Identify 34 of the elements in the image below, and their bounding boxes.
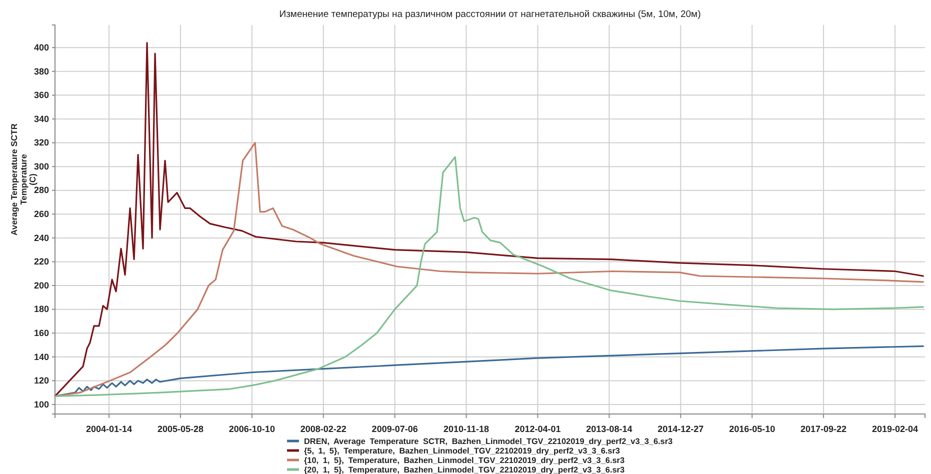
y-tick-label: 280 — [34, 185, 49, 196]
x-tick-label: 2005-05-28 — [157, 424, 204, 434]
x-tick-label: 2006-10-10 — [228, 424, 275, 434]
y-tick-label: 100 — [34, 399, 49, 410]
x-tick-label: 2016-05-10 — [729, 424, 776, 434]
x-tick-label: 2010-11-18 — [444, 424, 490, 434]
y-tick-label: 220 — [34, 256, 49, 267]
y-tick-label: 340 — [34, 114, 49, 124]
y-tick-label: 240 — [34, 232, 49, 243]
y-tick-label: 180 — [34, 304, 49, 314]
x-tick-label: 2013-08-14 — [586, 424, 632, 434]
y-tick-label: 300 — [34, 161, 49, 172]
x-tick-label: 2008-02-22 — [300, 424, 346, 434]
chart-title: Изменение температуры на различном расстоянии от нагнетательной скважины (5м, 10м, 20м) — [279, 9, 701, 20]
legend-label: {10, 1, 5}, Temperature, Bazhen_Linmodel_TGV_22102019_dry_perf2_v3_3_6.sr3 — [304, 456, 625, 465]
x-tick-label: 2009-07-06 — [372, 424, 418, 434]
y-tick-label: 320 — [34, 138, 49, 148]
y-tick-label: 160 — [34, 328, 49, 338]
y-tick-label: 360 — [34, 90, 49, 100]
line-series — [54, 42, 924, 397]
legend-label: {20, 1, 5}, Temperature, Bazhen_Linmodel_TGV_22102019_dry_perf2_v3_3_6.sr3 — [304, 466, 625, 474]
x-tick-label: 2014-12-27 — [658, 424, 704, 434]
x-tick-label: 2004-01-14 — [86, 424, 132, 434]
y-tick-label: 140 — [34, 352, 49, 362]
legend-label: {5, 1, 5}, Temperature, Bazhen_Linmodel_TGV_22102019_dry_perf2_v3_3_6.sr3 — [304, 446, 620, 456]
y-tick-label: 380 — [34, 66, 49, 76]
x-tick-label: 2017-09-22 — [800, 424, 847, 434]
x-tick-label: 2019-02-04 — [872, 424, 918, 434]
y-tick-label: 120 — [34, 376, 49, 386]
y-tick-label: 200 — [34, 280, 49, 290]
x-tick-label: 2012-04-01 — [514, 424, 561, 434]
legend-label: DREN, Average Temperature SCTR, Bazhen_Linmodel_TGV_22102019_dry_perf2_v3_3_6.sr3 — [304, 437, 674, 446]
y-tick-label: 260 — [34, 209, 49, 220]
y-tick-label: 400 — [34, 42, 49, 52]
